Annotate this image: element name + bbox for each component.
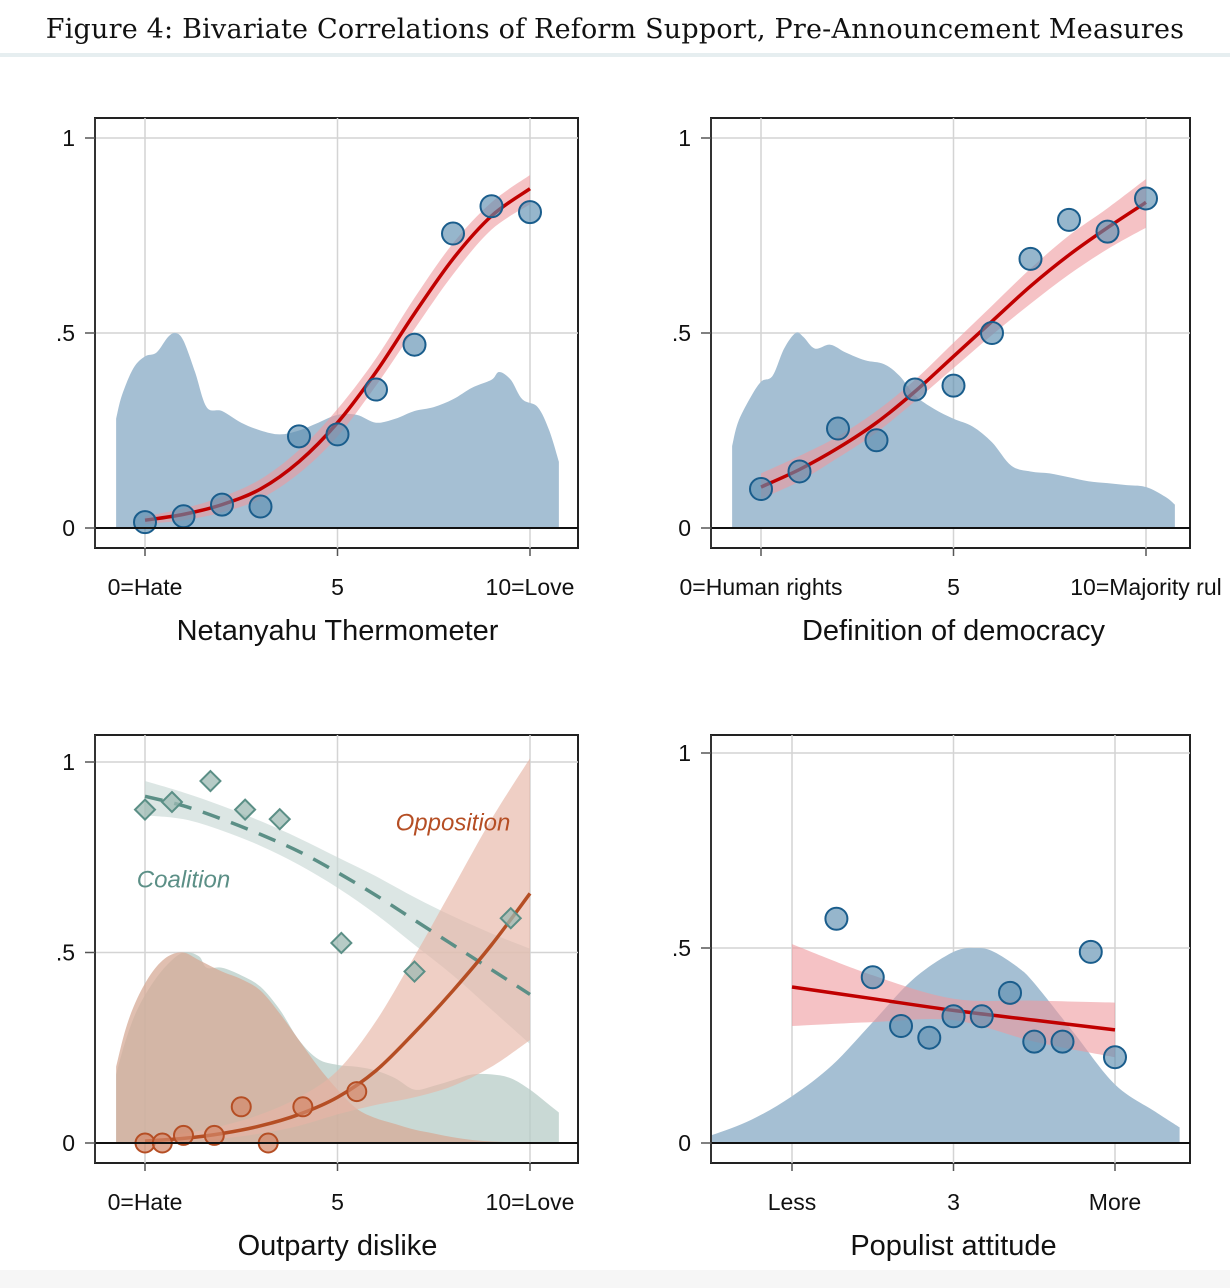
data-point bbox=[171, 504, 196, 529]
x-tick-label: 3 bbox=[947, 1189, 960, 1215]
page-bottom-band bbox=[0, 1270, 1230, 1288]
x-axis-title: Outparty dislike bbox=[238, 1230, 438, 1262]
point-coalition bbox=[160, 790, 184, 814]
panel-democracy: 0 .5 1 0=Human rights 5 10=Majority rul Defini… bbox=[672, 117, 1222, 647]
data-point bbox=[749, 477, 773, 501]
data-point bbox=[1022, 1029, 1047, 1054]
y-tick-label: .5 bbox=[56, 320, 75, 346]
point-opposition bbox=[292, 1096, 314, 1118]
point-coalition bbox=[133, 798, 157, 822]
data-point bbox=[860, 965, 885, 990]
fit-line-coalition bbox=[144, 794, 531, 996]
data-point bbox=[824, 906, 849, 931]
density-area bbox=[711, 947, 1180, 1143]
data-point bbox=[364, 377, 388, 402]
annotation-opposition: Opposition bbox=[396, 810, 511, 837]
panel-outparty: Opposition Coalition 0 .5 1 0=Hate 5 10=Love Out… bbox=[56, 734, 579, 1262]
fit-line bbox=[760, 200, 1147, 489]
x-axis-title: Populist attitude bbox=[850, 1230, 1056, 1262]
data-point bbox=[518, 200, 542, 225]
data-point bbox=[1057, 207, 1081, 232]
data-point bbox=[479, 194, 504, 219]
x-tick-label: 0=Hate bbox=[108, 574, 183, 600]
data-point bbox=[1103, 1045, 1127, 1070]
point-opposition bbox=[173, 1124, 194, 1146]
density-area bbox=[732, 332, 1175, 528]
point-coalition bbox=[403, 960, 426, 983]
data-point bbox=[941, 1004, 966, 1029]
annotation-coalition: Coalition bbox=[137, 867, 230, 894]
y-tick-label: .5 bbox=[672, 320, 691, 346]
point-coalition bbox=[499, 906, 523, 930]
data-point bbox=[325, 422, 350, 447]
y-tick-label: 0 bbox=[678, 1130, 691, 1156]
data-point bbox=[1078, 939, 1103, 964]
data-point bbox=[787, 459, 812, 484]
data-point bbox=[826, 416, 850, 441]
point-coalition bbox=[268, 807, 292, 831]
y-tick-label: 1 bbox=[678, 740, 691, 766]
data-point bbox=[1134, 186, 1158, 211]
data-point bbox=[941, 373, 966, 398]
density-opposition bbox=[116, 952, 559, 1144]
x-tick-label: 10=Love bbox=[486, 574, 575, 600]
ci-band-opposition bbox=[145, 758, 530, 1143]
ci-band bbox=[792, 944, 1115, 1058]
point-opposition bbox=[203, 1124, 225, 1146]
data-point bbox=[1018, 246, 1043, 271]
x-tick-label: More bbox=[1089, 1189, 1141, 1215]
point-opposition bbox=[230, 1096, 252, 1118]
y-tick-label: 0 bbox=[62, 1130, 75, 1156]
data-point bbox=[210, 492, 234, 517]
point-coalition bbox=[199, 769, 222, 793]
x-tick-label: 5 bbox=[331, 1189, 344, 1215]
x-tick-label: 0=Hate bbox=[108, 1189, 183, 1215]
data-point bbox=[980, 321, 1004, 345]
data-point bbox=[969, 1004, 994, 1029]
data-point bbox=[287, 424, 311, 449]
figure-title: Figure 4: Bivariate Correlations of Refo… bbox=[45, 14, 1185, 45]
point-coalition bbox=[233, 798, 257, 822]
y-tick-label: 1 bbox=[62, 749, 75, 775]
point-coalition bbox=[329, 931, 353, 955]
data-point bbox=[133, 510, 157, 535]
y-tick-label: 0 bbox=[62, 515, 75, 541]
panel-populist: 0 .5 1 Less 3 More Populist attitude bbox=[672, 734, 1191, 1262]
ci-band bbox=[761, 178, 1146, 499]
data-point bbox=[402, 332, 427, 357]
data-point bbox=[248, 494, 273, 519]
x-tick-label: 10=Majority rul bbox=[1070, 574, 1221, 600]
y-tick-label: .5 bbox=[56, 940, 75, 966]
y-tick-label: 0 bbox=[678, 515, 691, 541]
x-tick-label: Less bbox=[768, 1189, 817, 1215]
x-tick-label: 5 bbox=[947, 574, 960, 600]
data-point bbox=[864, 428, 889, 453]
data-point bbox=[917, 1025, 942, 1050]
y-tick-label: 1 bbox=[678, 125, 691, 151]
x-tick-label: 0=Human rights bbox=[680, 574, 843, 600]
plot-area bbox=[732, 178, 1175, 528]
data-point bbox=[1095, 219, 1120, 244]
x-axis-title: Definition of democracy bbox=[802, 615, 1106, 647]
y-tick-label: 1 bbox=[62, 125, 75, 151]
y-tick-label: .5 bbox=[672, 935, 691, 961]
title-divider bbox=[0, 53, 1230, 57]
plot-area bbox=[116, 758, 559, 1144]
data-point bbox=[889, 1014, 914, 1038]
x-tick-label: 10=Love bbox=[486, 1189, 575, 1215]
data-point bbox=[441, 221, 465, 246]
x-tick-label: 5 bbox=[331, 574, 344, 600]
data-point bbox=[1050, 1029, 1075, 1054]
point-opposition bbox=[346, 1081, 368, 1103]
data-point bbox=[903, 377, 927, 402]
x-axis-title: Netanyahu Thermometer bbox=[177, 615, 499, 647]
panel-netanyahu: 0 .5 1 0=Hate 5 10=Love Netanyahu Thermometer bbox=[56, 117, 579, 647]
data-point bbox=[998, 980, 1023, 1005]
